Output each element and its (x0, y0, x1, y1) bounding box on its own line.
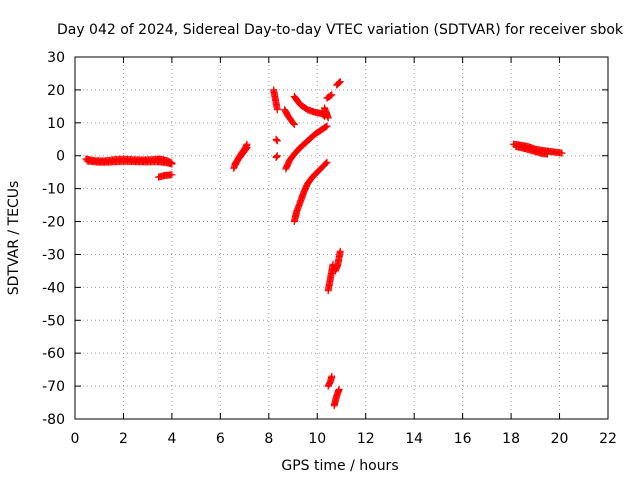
y-tick-label: 20 (47, 83, 65, 99)
x-tick-label: 16 (454, 431, 472, 447)
data-point (335, 79, 343, 86)
data-point (328, 372, 336, 380)
x-tick-label: 2 (119, 431, 128, 447)
y-tick-label: 10 (47, 116, 65, 132)
y-tick-label: -50 (42, 313, 65, 329)
data-point (273, 137, 281, 145)
data-point (273, 106, 281, 114)
data-point (327, 92, 335, 99)
y-tick-label: 0 (56, 149, 65, 165)
x-tick-label: 0 (71, 431, 80, 447)
data-point (273, 152, 281, 160)
data-point (322, 159, 330, 167)
data-point (328, 91, 336, 99)
x-axis-label: GPS time / hours (281, 458, 398, 474)
y-tick-label: -60 (42, 346, 65, 362)
x-tick-label: 22 (599, 431, 617, 447)
x-tick-label: 10 (308, 431, 326, 447)
data-point (168, 171, 176, 179)
data-point (335, 385, 343, 393)
data-point (558, 149, 566, 157)
y-tick-label: -20 (42, 215, 65, 231)
data-point (324, 114, 332, 122)
y-tick-label: -80 (42, 412, 65, 428)
data-point (243, 144, 251, 151)
axis-ticks (74, 56, 609, 420)
data-point (323, 122, 331, 130)
data-point (322, 123, 330, 131)
plot-frame (74, 56, 609, 420)
y-tick-label: 30 (47, 50, 65, 66)
data-point (323, 158, 331, 166)
data-point (290, 121, 298, 128)
x-tick-label: 20 (551, 431, 569, 447)
y-tick-labels: -80 -70 -60 -50 -40 -30 -20 -10 0 10 20 30 (42, 50, 65, 428)
grid-lines (75, 57, 608, 419)
x-tick-label: 18 (502, 431, 520, 447)
x-tick-label: 12 (357, 431, 375, 447)
x-tick-label: 6 (216, 431, 225, 447)
data-point (242, 145, 250, 152)
y-tick-label: -40 (42, 280, 65, 296)
x-tick-labels: 0 2 4 6 8 10 12 14 16 18 20 22 (71, 431, 617, 447)
data-point (335, 79, 342, 87)
y-tick-label: -10 (42, 182, 65, 198)
data-point (543, 150, 551, 158)
y-tick-label: -30 (42, 247, 65, 263)
data-point (336, 247, 344, 255)
data-point (289, 119, 297, 127)
y-tick-label: -70 (42, 379, 65, 395)
x-tick-label: 8 (264, 431, 273, 447)
data-points (82, 78, 566, 410)
data-point (336, 78, 344, 86)
data-point (168, 160, 176, 168)
x-tick-label: 4 (167, 431, 176, 447)
y-axis-label: SDTVAR / TECUs (6, 181, 22, 296)
chart-title: Day 042 of 2024, Sidereal Day-to-day VTE… (57, 22, 624, 38)
x-tick-label: 14 (405, 431, 423, 447)
